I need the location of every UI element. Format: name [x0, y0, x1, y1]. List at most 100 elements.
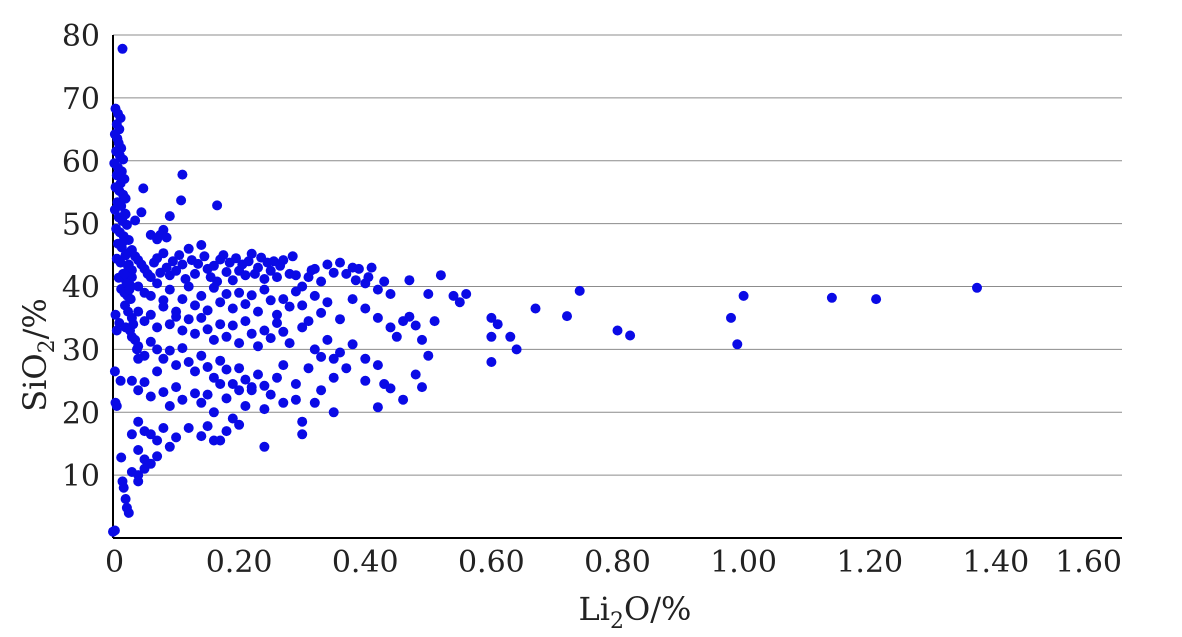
data-point [118, 154, 129, 165]
data-point [259, 325, 270, 336]
data-point [158, 353, 169, 364]
data-point [272, 318, 282, 328]
data-point [272, 372, 282, 383]
data-point [115, 375, 126, 386]
data-point [417, 382, 427, 393]
data-point [290, 379, 301, 389]
x-tick-labels: 0 0.20 0.40 0.60 0.80 1.00 1.20 1.40 1.60 [105, 545, 1122, 580]
data-point [202, 305, 213, 316]
data-point [145, 429, 156, 440]
data-point [190, 268, 200, 279]
data-point [139, 316, 150, 327]
data-point [347, 294, 358, 305]
data-point [221, 393, 232, 404]
data-point [278, 255, 289, 266]
data-point [110, 309, 121, 320]
data-point [133, 306, 144, 317]
data-point [385, 383, 396, 394]
data-point [164, 345, 175, 356]
data-point [183, 423, 194, 433]
data-point [372, 284, 383, 295]
data-point [109, 366, 120, 377]
data-point [136, 207, 147, 218]
y-tick-label: 20 [62, 396, 100, 431]
grid-lines [113, 34, 1122, 476]
data-point [202, 421, 213, 432]
data-point [161, 262, 172, 273]
x-tick-label: 0 [105, 545, 124, 580]
y-axis-title-sub: 2 [35, 339, 60, 353]
y-tick-labels: 10 20 30 40 50 60 70 80 [62, 19, 100, 494]
data-point [612, 325, 623, 336]
data-point [278, 397, 289, 408]
data-point [171, 360, 182, 371]
data-point [316, 307, 327, 318]
data-point [379, 276, 390, 287]
data-point [290, 286, 301, 297]
data-point [341, 363, 352, 374]
y-axis-title-suffix: /% [16, 298, 54, 339]
data-point [284, 301, 295, 312]
data-point [132, 344, 142, 355]
data-point [171, 265, 182, 276]
data-point [109, 525, 120, 536]
data-point [196, 397, 207, 408]
data-point [253, 369, 263, 380]
data-point [215, 297, 226, 308]
data-point [265, 265, 276, 276]
data-point [234, 287, 245, 298]
data-point [183, 357, 194, 367]
data-point [335, 347, 345, 358]
data-point [461, 289, 472, 299]
data-point [167, 256, 178, 267]
data-point [145, 336, 156, 347]
data-point [322, 259, 333, 270]
data-point [246, 290, 257, 301]
data-point [202, 389, 213, 400]
data-point [350, 275, 361, 286]
data-point [164, 284, 175, 295]
data-point [309, 344, 320, 355]
data-point [221, 426, 232, 437]
data-point [124, 284, 135, 295]
data-point [272, 309, 282, 320]
data-point [574, 285, 585, 296]
data-point [492, 319, 503, 330]
data-point [190, 328, 200, 339]
data-point [423, 289, 434, 299]
data-point [183, 281, 194, 292]
data-point [265, 333, 276, 344]
data-point [221, 289, 232, 299]
data-point [221, 267, 232, 277]
data-point [240, 299, 251, 310]
data-point [385, 289, 396, 299]
data-point [227, 303, 238, 314]
data-point [120, 209, 131, 220]
data-point [199, 251, 210, 262]
data-point [231, 253, 241, 264]
data-point [121, 219, 132, 230]
data-point [227, 379, 238, 389]
data-point [227, 413, 238, 424]
data-point [309, 397, 320, 408]
data-point [208, 372, 219, 383]
data-point [360, 353, 371, 364]
x-tick-label: 0.20 [206, 545, 273, 580]
data-point [196, 240, 207, 250]
data-point [145, 391, 156, 402]
data-point [196, 290, 207, 301]
data-point [366, 262, 377, 273]
data-point [726, 312, 736, 323]
y-axis-title: SiO2/% [16, 298, 60, 412]
data-point [297, 322, 308, 333]
data-point [208, 334, 219, 345]
data-point [177, 343, 188, 354]
data-point [243, 256, 254, 267]
data-point [208, 407, 219, 418]
data-point [164, 211, 175, 222]
data-point [486, 331, 497, 342]
data-point [353, 263, 364, 274]
data-point [303, 363, 314, 374]
data-point [215, 379, 226, 389]
data-point [265, 295, 276, 306]
